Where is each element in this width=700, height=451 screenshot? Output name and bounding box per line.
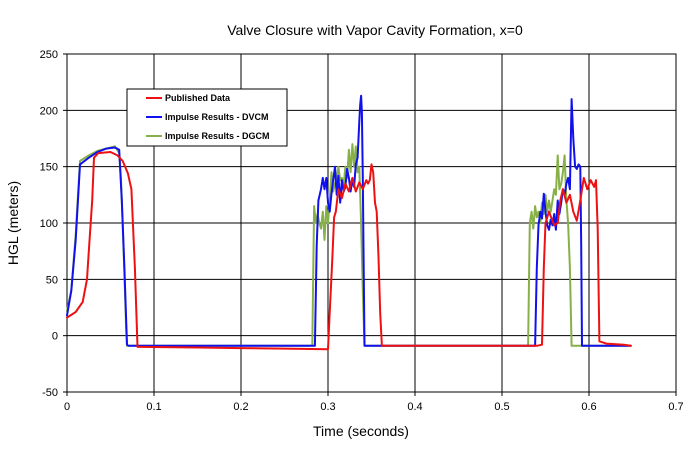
- y-tick-label: 50: [46, 274, 58, 286]
- y-tick-label: 250: [40, 49, 58, 61]
- x-tick-label: 0.4: [407, 401, 422, 413]
- legend-entry: Impulse Results - DVCM: [165, 112, 269, 122]
- legend-entry: Impulse Results - DGCM: [165, 131, 270, 141]
- series-lines: [66, 94, 632, 351]
- y-tick-label: 0: [52, 331, 58, 343]
- legend-entry: Published Data: [165, 93, 231, 103]
- x-tick-label: 0.2: [233, 401, 248, 413]
- x-axis-title: Time (seconds): [313, 423, 409, 439]
- x-tick-label: 0.3: [320, 401, 335, 413]
- series-line-published-data: [66, 151, 632, 351]
- y-tick-label: 200: [40, 105, 58, 117]
- y-axis-ticks: -50 0 50 100 150 200 250: [40, 49, 67, 399]
- x-axis-ticks: 0 0.1 0.2 0.3 0.4 0.5 0.6 0.7: [64, 392, 684, 413]
- x-tick-label: 0.7: [668, 401, 683, 413]
- y-tick-label: 100: [40, 218, 58, 230]
- x-tick-label: 0: [64, 401, 70, 413]
- y-axis-title: HGL (meters): [5, 181, 21, 265]
- series-line-impulse-results-dvcm: [66, 94, 632, 347]
- x-tick-label: 0.6: [581, 401, 596, 413]
- x-tick-label: 0.1: [146, 401, 161, 413]
- y-tick-label: 150: [40, 162, 58, 174]
- chart-title: Valve Closure with Vapor Cavity Formatio…: [227, 22, 523, 38]
- x-tick-label: 0.5: [494, 401, 509, 413]
- y-tick-label: -50: [42, 387, 58, 399]
- legend: Published Data Impulse Results - DVCM Impu…: [126, 88, 288, 147]
